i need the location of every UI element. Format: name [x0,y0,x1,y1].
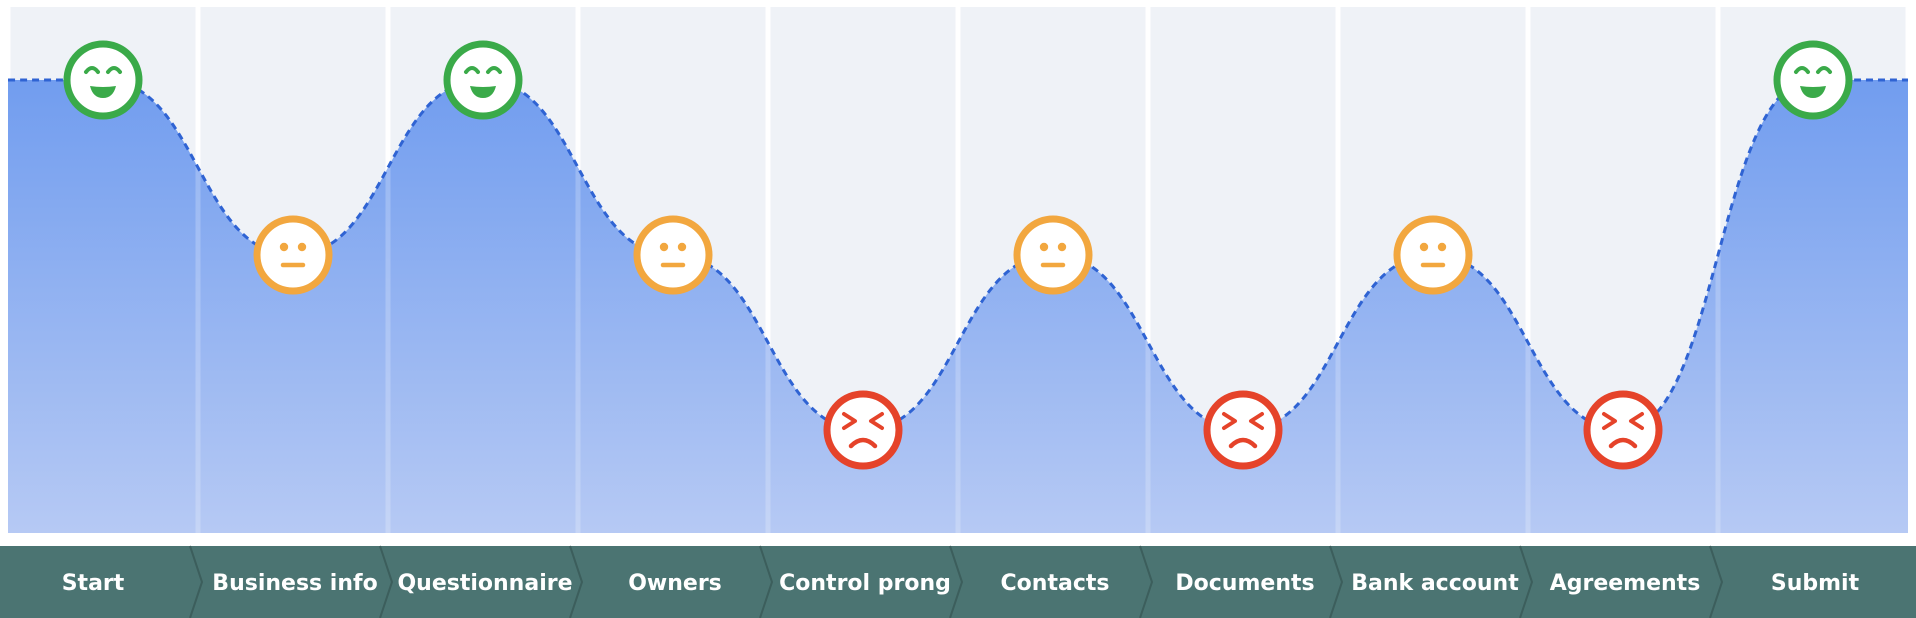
step-label: Business info [212,571,377,596]
happy-face-icon [63,40,143,120]
step-label: Contacts [1001,571,1110,596]
step-label: Start [62,571,125,596]
angry-face-icon [1583,390,1663,470]
neutral-face-icon [1013,215,1093,295]
step-label: Bank account [1351,571,1519,596]
neutral-face-icon [253,215,333,295]
happy-face-icon [1773,40,1853,120]
neutral-face-icon [633,215,713,295]
mood-faces [63,40,1853,470]
step-label: Control prong [779,571,951,596]
step-label: Documents [1175,571,1314,596]
angry-face-icon [1203,390,1283,470]
step-label: Agreements [1550,571,1701,596]
happy-face-icon [443,40,523,120]
neutral-face-icon [1393,215,1473,295]
step-label: Owners [628,571,722,596]
angry-face-icon [823,390,903,470]
step-label: Submit [1771,571,1860,596]
step-label: Questionnaire [397,571,572,596]
step-bar: Start Business info Questionnaire Owners Con… [0,545,1916,618]
